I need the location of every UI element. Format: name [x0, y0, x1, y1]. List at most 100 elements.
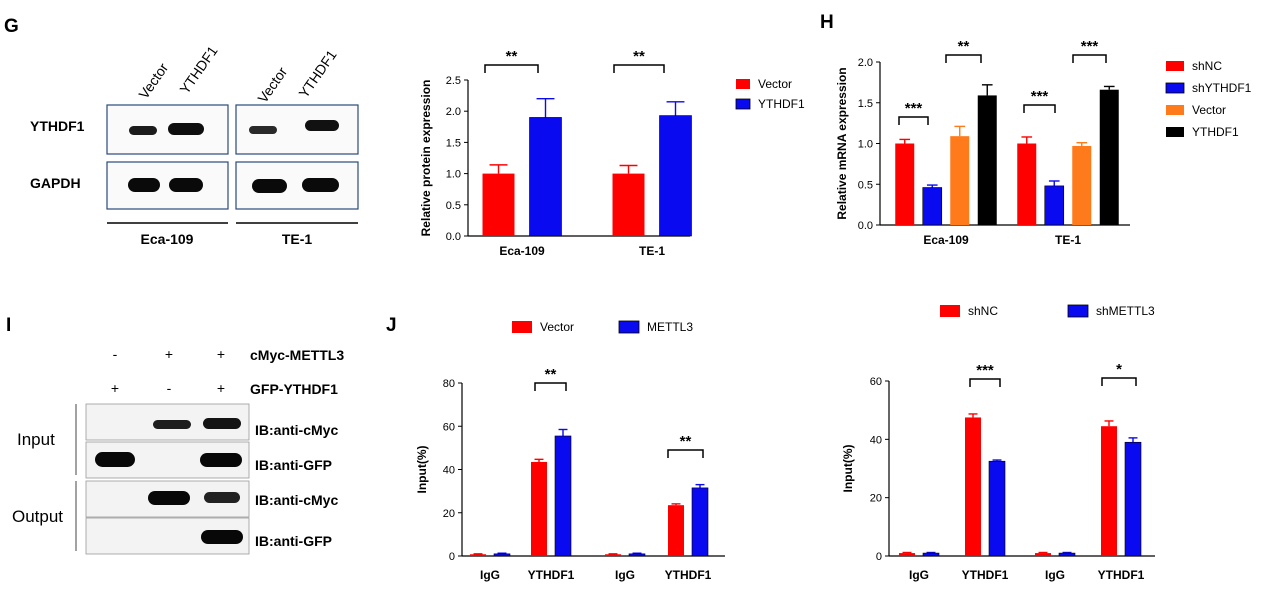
- bar-shmettl3-0: [922, 552, 940, 557]
- label-output: Output: [12, 507, 63, 526]
- significance-marker: **: [633, 48, 645, 65]
- bar-vector-3: [668, 505, 684, 556]
- legend-label: shYTHDF1: [1192, 81, 1252, 95]
- lane-label-vector-2: Vector: [254, 64, 290, 106]
- lane-label-ythdf1-2: YTHDF1: [295, 47, 339, 101]
- y-tick-label: 2.0: [446, 106, 461, 118]
- sign-row1: +: [217, 346, 225, 362]
- bar-ythdf1-1: [659, 115, 692, 237]
- x-category-label: YTHDF1: [665, 568, 712, 582]
- bar-shythdf1-0: [922, 187, 943, 226]
- significance-marker: *: [1116, 361, 1122, 378]
- x-category-label: YTHDF1: [962, 568, 1009, 582]
- ib-label: IB:anti-GFP: [255, 457, 332, 473]
- cell-line-label-eca109: Eca-109: [141, 231, 194, 247]
- significance-marker: **: [506, 48, 518, 65]
- bar-vector-0: [950, 136, 970, 225]
- y-tick-label: 80: [443, 378, 455, 390]
- bar-vector-1: [612, 173, 645, 236]
- legend-swatch: [1166, 127, 1184, 137]
- legend-label: Vector: [1192, 103, 1226, 117]
- blot-band: [203, 418, 241, 429]
- blot-band: [153, 420, 191, 429]
- bar-vector-2: [605, 554, 621, 556]
- sign-row2: -: [167, 380, 172, 396]
- bar-shnc-2: [1035, 553, 1051, 556]
- label-cmyc-mettl3: cMyc-METTL3: [250, 347, 344, 363]
- bar-mettl3-1: [554, 435, 572, 557]
- panel-letter-h: H: [820, 12, 834, 33]
- y-tick-label: 1.0: [446, 169, 461, 181]
- significance-bracket: [969, 378, 1001, 387]
- significance-marker: ***: [1081, 38, 1099, 55]
- y-tick-label: 60: [870, 376, 882, 388]
- y-tick-label: 40: [870, 434, 882, 446]
- blot-band: [252, 179, 287, 193]
- significance-bracket: [667, 449, 704, 458]
- y-tick-label: 2.5: [446, 75, 461, 87]
- legend-swatch: [940, 305, 960, 317]
- x-category-label: Eca-109: [499, 244, 545, 258]
- bar-ythdf1-0: [977, 95, 997, 225]
- x-category-label: IgG: [480, 568, 500, 582]
- legend-label: shNC: [968, 304, 998, 318]
- legend-label: shMETTL3: [1096, 304, 1155, 318]
- row-label-ythdf1: YTHDF1: [30, 118, 85, 134]
- y-tick-label: 60: [443, 421, 455, 433]
- label-input: Input: [17, 430, 55, 449]
- blot-box: [106, 104, 229, 155]
- bar-vector-0: [482, 173, 515, 236]
- y-tick-label: 0.0: [858, 220, 873, 232]
- ib-label: IB:anti-cMyc: [255, 492, 338, 508]
- blot-box: [106, 161, 229, 210]
- sign-row1: -: [113, 346, 118, 362]
- x-category-label: TE-1: [1055, 233, 1081, 247]
- bar-vector-0: [470, 554, 486, 556]
- sign-row2: +: [217, 380, 225, 396]
- legend-swatch: [736, 79, 750, 89]
- chart-relative-mrna: 0.0 0.5 1.0 1.5 2.0 Relative mRNA expression E…: [835, 38, 1252, 247]
- x-category-label: IgG: [1045, 568, 1065, 582]
- blot-band: [249, 126, 277, 134]
- legend-swatch: [618, 320, 640, 334]
- bar-ythdf1-0: [529, 117, 562, 237]
- blot-i: - + + cMyc-METTL3 + - + GFP-YTHDF1 Input…: [12, 346, 344, 555]
- bar-vector-1: [1072, 145, 1092, 225]
- legend-label: Vector: [540, 320, 574, 334]
- bar-shnc-1: [965, 417, 981, 556]
- blot-band: [204, 492, 240, 503]
- blot-band: [95, 452, 135, 467]
- row-label-gapdh: GAPDH: [30, 175, 81, 191]
- y-tick-label: 1.5: [446, 137, 461, 149]
- legend-swatch: [1165, 82, 1185, 94]
- y-axis-label: Relative protein expression: [419, 80, 433, 237]
- ib-label: IB:anti-GFP: [255, 533, 332, 549]
- lane-label-vector-1: Vector: [135, 60, 171, 102]
- significance-bracket: [1023, 104, 1056, 113]
- significance-bracket: [945, 54, 982, 63]
- y-tick-label: 40: [443, 465, 455, 477]
- blot-band: [148, 491, 190, 505]
- blot-band: [302, 178, 339, 192]
- legend-swatch: [1166, 61, 1184, 71]
- legend-label: YTHDF1: [758, 97, 805, 111]
- bar-mettl3-2: [628, 553, 646, 557]
- bar-shnc-0: [899, 553, 915, 556]
- blot-band: [201, 530, 243, 544]
- significance-bracket: [898, 116, 929, 125]
- significance-marker: **: [958, 38, 970, 55]
- y-tick-label: 20: [870, 493, 882, 505]
- y-tick-label: 0.5: [446, 200, 461, 212]
- significance-marker: **: [680, 433, 692, 450]
- bar-shnc-1: [1017, 143, 1037, 225]
- legend-label: Vector: [758, 77, 792, 91]
- significance-bracket: [613, 64, 665, 73]
- significance-bracket: [1072, 54, 1107, 63]
- x-category-label: IgG: [909, 568, 929, 582]
- significance-marker: ***: [905, 100, 923, 117]
- label-gfp-ythdf1: GFP-YTHDF1: [250, 381, 338, 397]
- significance-bracket: [534, 382, 567, 391]
- legend-swatch: [512, 321, 532, 333]
